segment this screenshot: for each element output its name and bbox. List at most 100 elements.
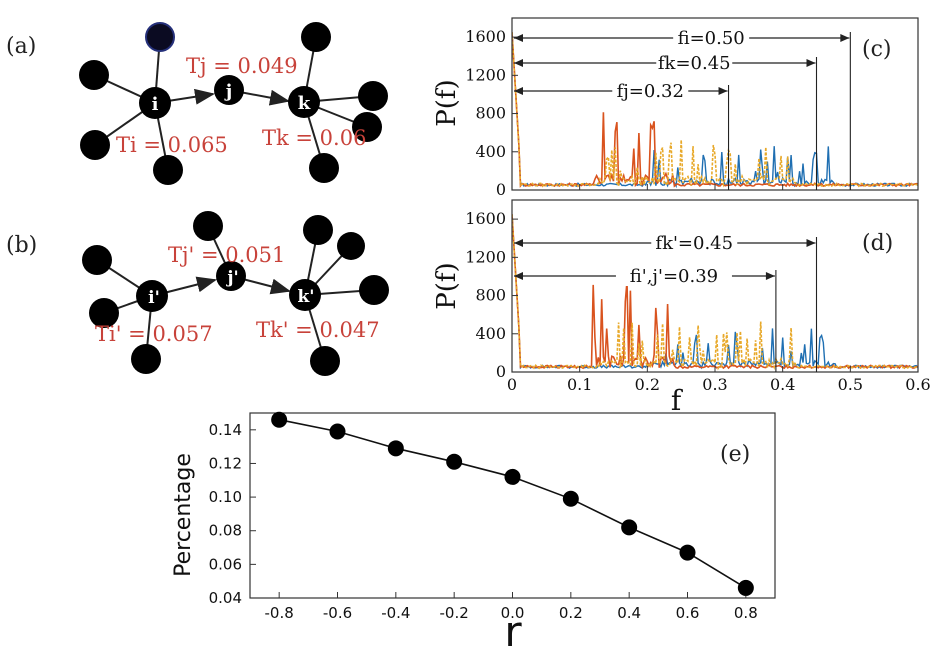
t-i-prime-label: Ti' = 0.057	[95, 322, 213, 346]
data-point	[621, 519, 638, 536]
ytick-label: 0.04	[209, 589, 242, 607]
node-j-prime	[216, 261, 246, 291]
node-i-prime-label: i'	[148, 288, 160, 308]
ytick-label: 800	[475, 104, 506, 123]
percentage-points	[271, 411, 754, 596]
node-j-label: j	[224, 81, 233, 102]
panel-label-b: (b)	[6, 233, 37, 258]
t-j-prime-label: Tj' = 0.051	[168, 243, 285, 267]
node-b	[359, 275, 389, 305]
xtick-label: 0.4	[770, 375, 795, 394]
ytick-label: 1200	[465, 247, 506, 266]
node-b	[89, 298, 119, 328]
annotations-d: fk'=0.45 fi',j'=0.39	[514, 231, 818, 372]
xlabel-f: f	[671, 384, 684, 417]
ytick-label: 1600	[465, 209, 506, 228]
network-b: (b) i' j' k' Tj' = 0.051 Ti' = 0.057 Tk'…	[6, 211, 389, 376]
arrowhead-right	[806, 239, 816, 247]
node-a	[358, 81, 388, 111]
panel-label-e: (e)	[720, 442, 750, 467]
annotation-label-bg	[651, 231, 738, 253]
data-point	[504, 468, 521, 485]
ticks-c: 0 400 800 1200 1600	[465, 27, 919, 199]
xtick-label: 0.5	[838, 375, 863, 394]
annotation-label-bg	[656, 51, 733, 73]
arrowhead-right	[840, 34, 850, 42]
xtick-label: 0.3	[702, 375, 727, 394]
arrowhead-left	[514, 239, 523, 247]
data-point	[562, 490, 579, 507]
xtick-label: 0.6	[905, 375, 930, 394]
xtick-label: 0.8	[734, 604, 758, 622]
node-i	[139, 87, 171, 119]
ytick-label: 0.14	[209, 421, 242, 439]
t-i-label: Ti = 0.065	[116, 133, 228, 157]
plot-frame-e	[249, 412, 776, 599]
xtick-label: -0.6	[323, 604, 352, 622]
annotation-label: fj=0.32	[617, 81, 684, 102]
xtick-label: 0.1	[567, 375, 592, 394]
ytick-label: 800	[475, 286, 506, 305]
annotation-label: fk'=0.45	[655, 233, 733, 254]
node-b	[82, 245, 112, 275]
data-point	[679, 544, 696, 561]
annotation-label: fi',j'=0.39	[630, 266, 718, 287]
node-a	[153, 155, 183, 185]
percentage-line	[279, 418, 747, 589]
arrowhead-left	[514, 59, 523, 67]
arrowhead-right	[806, 59, 816, 67]
xlabel-r: r	[504, 607, 522, 655]
ytick-label: 0	[496, 362, 506, 381]
arrowhead-left	[514, 87, 523, 95]
percentage-panel-e: 0.04 0.06 0.08 0.10 0.12 0.14 -0.8 -0.6 -0.4 -0.2…	[171, 411, 776, 655]
xtick-label: 0.4	[617, 604, 641, 622]
xtick-label: -0.4	[381, 604, 410, 622]
xtick-label: 0.2	[635, 375, 660, 394]
annotation-label: fk=0.45	[658, 53, 731, 74]
arrowhead-left	[514, 272, 523, 280]
data-point	[271, 411, 288, 428]
arrowhead-right	[718, 87, 728, 95]
spectrum-panel-d: 0 400 800 1200 1600 0 0.1 0.2 0.3 0.4 0.5 0.6 fk'=0…	[432, 199, 931, 417]
node-a	[80, 130, 110, 160]
data-point	[737, 579, 754, 596]
node-a-top	[145, 22, 175, 52]
ytick-label: 0.12	[209, 454, 242, 472]
panel-label-a: (a)	[6, 34, 36, 59]
network-a: (a) i j k Tj = 0.049 Ti = 0.065 Tk = 0.0…	[6, 22, 388, 185]
spectrum-panel-c: 0 400 800 1200 1600 fi=0.50 fk=0.45 fj=0.32 (c…	[432, 17, 919, 199]
node-b	[131, 344, 161, 374]
ytick-label: 1200	[465, 65, 506, 84]
xtick-label: 0.0	[501, 604, 525, 622]
node-i-label: i	[152, 94, 159, 115]
data-point	[387, 440, 404, 457]
node-k-prime-label: k'	[298, 287, 315, 307]
node-a	[352, 112, 382, 142]
xtick-label: 0	[507, 375, 517, 394]
node-a	[301, 22, 331, 52]
ytick-label: 0.08	[209, 522, 242, 540]
ytick-label: 400	[475, 324, 506, 343]
node-b	[337, 232, 365, 260]
ylabel-d: P(f)	[432, 262, 462, 309]
node-a	[79, 60, 109, 90]
t-k-prime-label: Tk' = 0.047	[256, 318, 380, 342]
panel-label-c: (c)	[862, 37, 892, 62]
annotation-label-bg	[615, 264, 732, 286]
xtick-label: 0.2	[559, 604, 583, 622]
node-k	[288, 86, 320, 118]
node-b	[310, 346, 340, 376]
node-b	[193, 211, 223, 241]
annotations-c: fi=0.50 fk=0.45 fj=0.32	[514, 26, 851, 190]
arrowhead-right	[765, 272, 775, 280]
node-j	[214, 75, 244, 105]
xtick-label: 0.6	[676, 604, 700, 622]
xtick-label: -0.8	[265, 604, 294, 622]
ytick-label: 0.10	[209, 488, 242, 506]
t-j-label: Tj = 0.049	[186, 54, 298, 78]
panel-label-d: (d)	[862, 231, 893, 256]
annotation-label-bg	[612, 79, 689, 101]
arrowhead-left	[514, 34, 523, 42]
data-point	[329, 423, 346, 440]
